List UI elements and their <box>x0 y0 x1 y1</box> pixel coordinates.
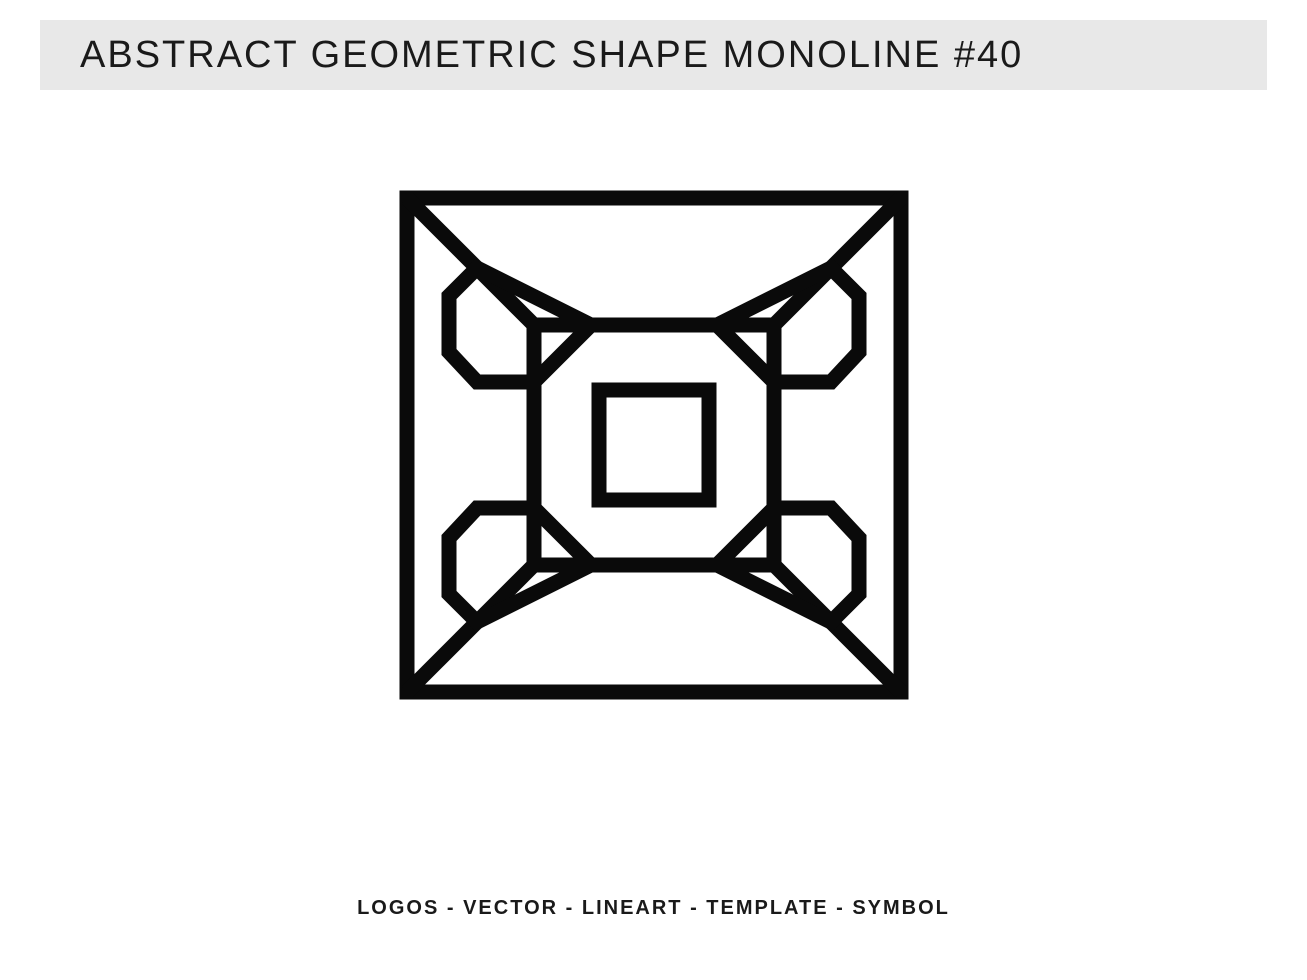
header-title: ABSTRACT GEOMETRIC SHAPE MONOLINE #40 <box>80 34 1023 77</box>
monoline-shape-icon <box>399 190 909 700</box>
footer-tags: LOGOS - VECTOR - LINEART - TEMPLATE - SY… <box>0 897 1307 920</box>
header-bar: ABSTRACT GEOMETRIC SHAPE MONOLINE #40 <box>40 20 1267 90</box>
shape-container <box>399 190 909 700</box>
